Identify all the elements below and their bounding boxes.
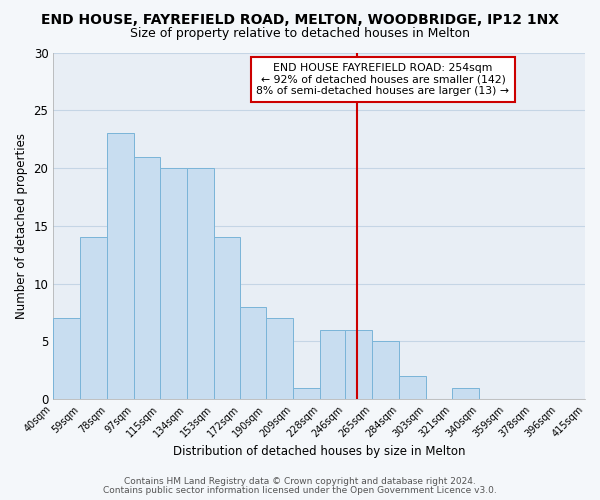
Bar xyxy=(241,306,266,399)
Text: END HOUSE, FAYREFIELD ROAD, MELTON, WOODBRIDGE, IP12 1NX: END HOUSE, FAYREFIELD ROAD, MELTON, WOOD… xyxy=(41,12,559,26)
Bar xyxy=(214,238,241,399)
Bar xyxy=(346,330,373,399)
Bar xyxy=(80,238,107,399)
Bar xyxy=(107,134,134,399)
Bar xyxy=(53,318,80,399)
Bar xyxy=(266,318,293,399)
Text: Contains public sector information licensed under the Open Government Licence v3: Contains public sector information licen… xyxy=(103,486,497,495)
X-axis label: Distribution of detached houses by size in Melton: Distribution of detached houses by size … xyxy=(173,444,466,458)
Text: Size of property relative to detached houses in Melton: Size of property relative to detached ho… xyxy=(130,28,470,40)
Bar xyxy=(293,388,320,399)
Bar xyxy=(160,168,187,399)
Text: END HOUSE FAYREFIELD ROAD: 254sqm
← 92% of detached houses are smaller (142)
8% : END HOUSE FAYREFIELD ROAD: 254sqm ← 92% … xyxy=(256,63,509,96)
Bar xyxy=(373,342,399,399)
Text: Contains HM Land Registry data © Crown copyright and database right 2024.: Contains HM Land Registry data © Crown c… xyxy=(124,477,476,486)
Bar xyxy=(399,376,426,399)
Bar xyxy=(320,330,346,399)
Bar xyxy=(452,388,479,399)
Y-axis label: Number of detached properties: Number of detached properties xyxy=(15,133,28,319)
Bar xyxy=(187,168,214,399)
Bar xyxy=(134,156,160,399)
